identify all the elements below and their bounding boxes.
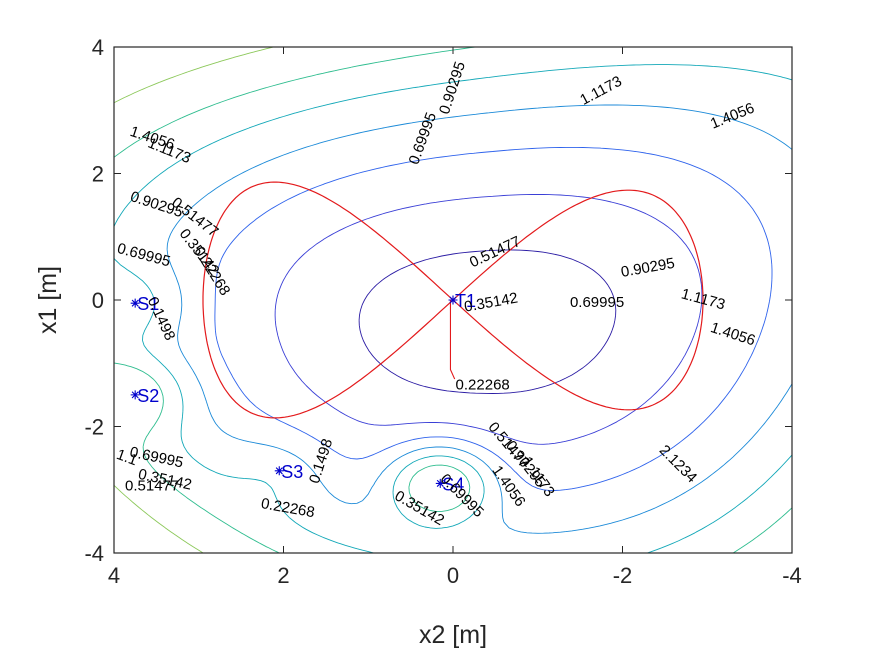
y-tick-label-3: -2 [84, 415, 104, 440]
contour-lines [114, 47, 792, 553]
trajectory-spur [449, 300, 456, 380]
contour-line-1 [274, 193, 703, 445]
marker-s4: S4 [435, 474, 464, 494]
marker-s3: S3 [274, 462, 303, 482]
marker-s3-label: S3 [281, 462, 303, 482]
y-tick-label-4: -4 [84, 541, 104, 566]
x-tick-label-4: -4 [782, 563, 802, 588]
contour-label-18: 0.22268 [456, 376, 510, 393]
contour-line-3 [166, 104, 792, 534]
marker-t1-label: T1 [455, 291, 476, 311]
marker-s2: S2 [130, 386, 159, 406]
contour-line-6 [114, 47, 274, 553]
marker-s2-label: S2 [137, 386, 159, 406]
x-tick-label-0: 4 [108, 563, 120, 588]
x-tick-label-1: 2 [277, 563, 289, 588]
markers: T1 S1 S2 S3 S4 [130, 291, 476, 494]
x-tick-label-2: 0 [447, 563, 459, 588]
marker-s1-label: S1 [137, 294, 159, 314]
marker-s4-star [435, 478, 445, 488]
contour-label-28: 1.1 [114, 446, 139, 469]
marker-s4-label: S4 [442, 474, 464, 494]
contour-line-0 [358, 249, 617, 394]
y-tick-label-0: 4 [92, 35, 104, 60]
contour-line-5 [114, 47, 792, 553]
contour-line-4 [114, 64, 792, 553]
marker-s2-star [130, 390, 140, 400]
marker-t1: T1 [448, 291, 476, 311]
x-tick-label-3: -2 [613, 563, 633, 588]
contour-line-2 [214, 146, 773, 491]
marker-t1-star [448, 295, 458, 305]
contour-label-15: 0.69995 [570, 294, 624, 311]
marker-s1: S1 [130, 294, 159, 314]
y-tick-label-2: 0 [92, 288, 104, 313]
y-axis-label: x1 [m] [34, 266, 62, 334]
marker-s1-star [130, 298, 140, 308]
contour-label-31: 0.51477 [125, 478, 179, 495]
marker-s3-star [274, 466, 284, 476]
x-axis-label: x2 [m] [419, 621, 487, 649]
y-tick-label-1: 2 [92, 162, 104, 187]
